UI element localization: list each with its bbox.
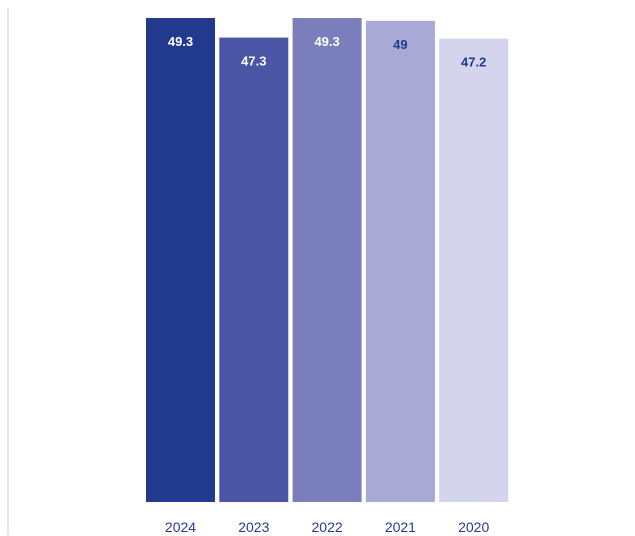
bar-2021	[365, 20, 435, 503]
bar-2024	[146, 18, 215, 502]
value-label-2024: 49.3	[168, 34, 193, 49]
value-label-2023: 47.3	[241, 54, 266, 69]
x-tick-2023: 2023	[238, 519, 269, 535]
x-tick-2020: 2020	[458, 519, 489, 535]
x-tick-2021: 2021	[385, 519, 416, 535]
value-label-2022: 49.3	[314, 34, 339, 49]
bars	[146, 18, 509, 503]
x-axis-ticks: 2024 2023 2022 2021 2020	[165, 519, 490, 535]
value-labels: 49.3 47.3 49.3 49 47.2	[168, 34, 487, 70]
x-tick-2024: 2024	[165, 519, 196, 535]
value-label-2021: 49	[393, 37, 407, 52]
bar-2023	[219, 37, 289, 502]
x-tick-2022: 2022	[312, 519, 343, 535]
value-label-2020: 47.2	[461, 55, 486, 70]
bar-2022	[292, 18, 362, 502]
bar-2020	[439, 38, 509, 502]
